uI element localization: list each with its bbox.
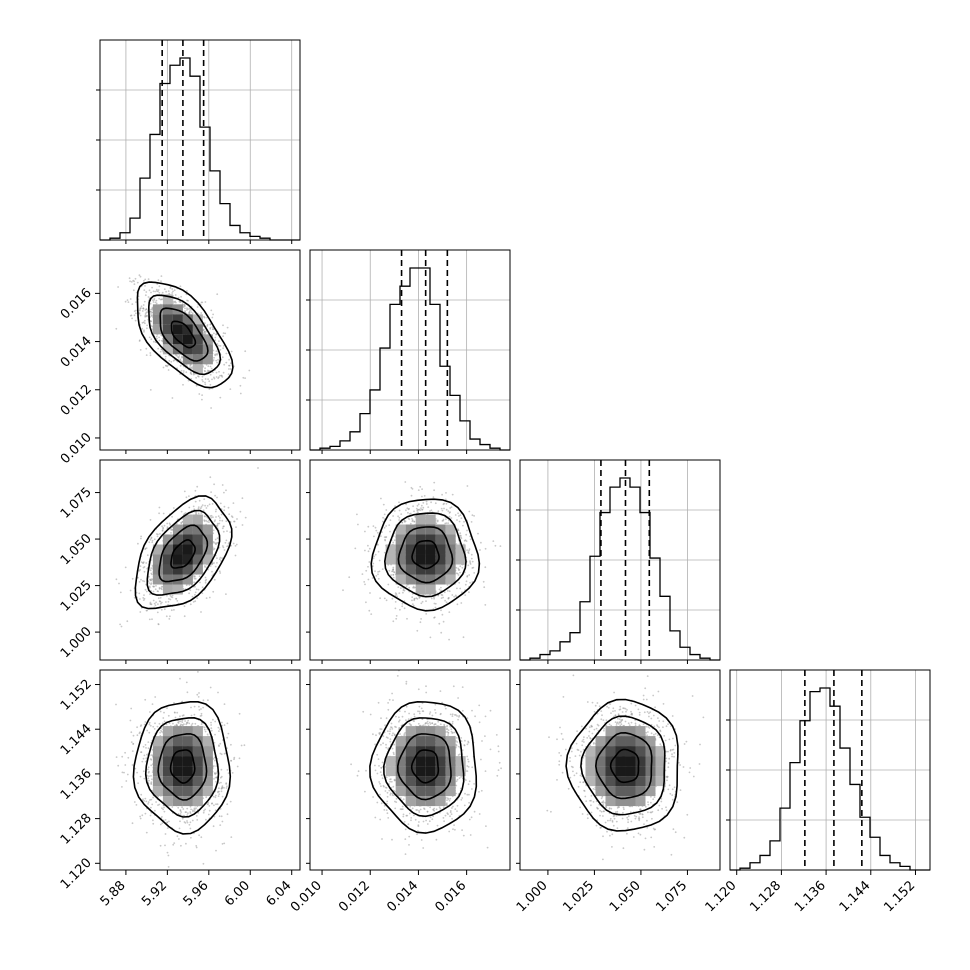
contour-p1-p2-0 [370,498,481,612]
contour-p1-p3-2 [396,733,452,801]
contour-p0-p3-1 [144,716,220,818]
contour-p0-p3-2 [157,733,208,801]
contour-p1-p2-3 [411,539,440,570]
contour-p0-p2-3 [170,539,196,569]
y-tick-label-p3-0: 1.120 [58,856,95,893]
x-tick-label-p3-0: 1.120 [703,878,740,915]
density-panel-p2-p3 [516,669,721,871]
hist-step-p1 [310,267,510,451]
contour-p0-p1-3 [170,320,197,349]
density-panel-p0-p3 [99,669,301,871]
contour-p2-p3-3 [609,748,640,784]
density-panel-p1-p2 [306,459,511,664]
panel-frame-p0-p3 [99,669,301,871]
density-panel-p1-p3 [306,669,511,871]
contour-p0-p2-1 [146,509,221,596]
y-tick-label-p2-0: 1.000 [58,624,95,661]
contour-p0-p2-0 [134,495,233,610]
x-tick-label-p3-4: 1.152 [881,878,918,915]
y-tick-label-p3-1: 1.128 [58,811,95,848]
contour-p0-p2-2 [158,524,209,583]
y-tick-label-p2-3: 1.075 [58,485,95,522]
x-tick-label-p0-3: 6.00 [222,878,253,909]
contour-p0-p3-0 [132,701,232,835]
histogram-p1 [306,249,511,454]
y-tick-label-p3-3: 1.144 [58,721,95,758]
y-tick-label-p1-2: 0.014 [58,334,95,371]
density-panel-p0-p2 [99,459,301,664]
x-tick-label-p0-1: 5.92 [139,878,170,909]
x-tick-label-p3-1: 1.128 [747,878,784,915]
y-tick-label-p2-2: 1.050 [58,531,95,568]
panel-frame-p1-p3 [309,669,511,871]
contour-p0-p3-3 [169,749,196,784]
x-tick-label-p0-0: 5.88 [98,878,129,909]
panel-frame-p0-p2 [99,459,301,661]
contour-p1-p3-1 [382,717,465,818]
hist-frame-p0 [99,39,301,241]
hist-step-p2 [520,477,720,661]
contour-p2-p3-0 [565,698,679,832]
x-tick-label-p2-2: 1.050 [607,878,644,915]
hist-frame-p3 [729,669,931,871]
x-tick-label-p1-2: 0.014 [384,878,421,915]
y-tick-label-p1-1: 0.012 [58,382,95,419]
x-tick-label-p3-3: 1.144 [837,878,874,915]
panel-frame-p0-p1 [99,249,301,451]
contour-p0-p1-2 [159,307,209,362]
contour-p0-p1-1 [147,294,222,376]
y-tick-label-p3-4: 1.152 [58,677,95,714]
contour-p2-p3-1 [580,715,666,816]
x-tick-label-p1-1: 0.012 [336,878,373,915]
x-tick-label-p0-2: 5.96 [181,878,212,909]
contour-p1-p3-0 [369,700,478,834]
y-tick-label-p1-0: 0.010 [58,430,95,467]
x-tick-label-p2-0: 1.000 [514,878,551,915]
hist-step-p0 [100,57,300,241]
y-tick-label-p2-1: 1.025 [58,578,95,615]
x-tick-label-p2-3: 1.075 [653,878,690,915]
y-tick-label-p3-2: 1.136 [58,766,95,803]
histogram-p0 [96,39,301,244]
histogram-p3 [726,669,931,871]
panel-frame-p2-p3 [519,669,721,871]
hist-step-p3 [730,687,930,871]
panel-frame-p1-p2 [309,459,511,661]
contour-p0-p1-0 [136,281,234,389]
y-tick-label-p1-3: 0.016 [58,286,95,323]
histogram-p2 [516,459,721,664]
x-tick-label-p1-3: 0.016 [433,878,470,915]
contour-p1-p2-2 [397,526,454,584]
x-tick-label-p1-0: 0.010 [288,878,325,915]
density-panel-p0-p1 [99,249,301,454]
hist-frame-p1 [309,249,511,451]
x-tick-label-p2-1: 1.025 [560,878,597,915]
contour-p1-p3-3 [410,749,440,784]
hist-frame-p2 [519,459,721,661]
contour-p2-p3-2 [594,731,653,800]
x-tick-label-p3-2: 1.136 [792,878,829,915]
contour-p1-p2-1 [383,512,467,598]
